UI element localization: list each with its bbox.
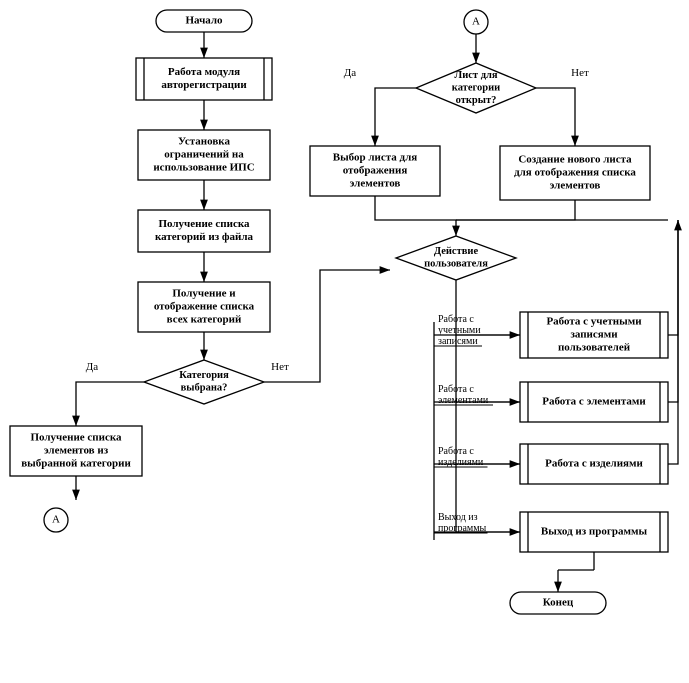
node-auth: Работа модуляавторегистрации bbox=[136, 58, 272, 100]
node-prods: Работа с изделиями bbox=[520, 444, 668, 484]
node-limits: Установкаограничений наиспользование ИПС bbox=[138, 130, 270, 180]
svg-text:Работа модуля: Работа модуля bbox=[168, 66, 240, 78]
node-end: Конец bbox=[510, 592, 606, 614]
svg-text:категории: категории bbox=[452, 82, 500, 93]
svg-text:Выход из: Выход из bbox=[438, 512, 478, 523]
svg-text:Категория: Категория bbox=[179, 370, 229, 381]
svg-text:элементов из: элементов из bbox=[44, 445, 109, 457]
svg-text:выбранной категории: выбранной категории bbox=[21, 458, 131, 470]
svg-text:для отображения списка: для отображения списка bbox=[514, 167, 636, 179]
node-catsel: Категория выбрана? bbox=[144, 360, 264, 404]
svg-text:А: А bbox=[52, 514, 60, 526]
svg-text:Нет: Нет bbox=[571, 67, 589, 79]
svg-text:Работа с учетными: Работа с учетными bbox=[546, 316, 642, 328]
svg-text:Работа с: Работа с bbox=[438, 314, 474, 325]
svg-text:ограничений на: ограничений на bbox=[164, 149, 244, 161]
svg-text:учетными: учетными bbox=[438, 325, 481, 336]
svg-text:Лист для: Лист для bbox=[454, 70, 498, 81]
node-connA2: А bbox=[464, 10, 488, 34]
svg-text:записями: записями bbox=[438, 336, 478, 347]
svg-text:изделиями: изделиями bbox=[438, 457, 484, 468]
svg-text:элементами: элементами bbox=[438, 395, 489, 406]
svg-text:Конец: Конец bbox=[543, 597, 574, 609]
node-useraction: Действие пользователя bbox=[396, 236, 516, 280]
node-getcats: Получение спискакатегорий из файла bbox=[138, 210, 270, 252]
node-start: Начало bbox=[156, 10, 252, 32]
svg-text:пользователя: пользователя bbox=[424, 259, 488, 270]
node-showcats: Получение иотображение спискавсех катего… bbox=[138, 282, 270, 332]
svg-text:Действие: Действие bbox=[434, 246, 479, 257]
svg-text:Получение списка: Получение списка bbox=[158, 218, 250, 230]
node-chooselist: Выбор листа дляотображенияэлементов bbox=[310, 146, 440, 196]
svg-text:авторегистрации: авторегистрации bbox=[161, 79, 247, 91]
node-connA1: А bbox=[44, 508, 68, 532]
svg-text:использование ИПС: использование ИПС bbox=[153, 162, 254, 174]
svg-text:Да: Да bbox=[344, 67, 357, 79]
svg-text:категорий из файла: категорий из файла bbox=[155, 231, 254, 243]
svg-text:Нет: Нет bbox=[271, 361, 289, 373]
svg-text:записями: записями bbox=[570, 329, 618, 341]
svg-text:программы: программы bbox=[438, 523, 487, 534]
nodes: Начало Работа модуляавторегистрации Устано… bbox=[10, 10, 668, 614]
node-exit: Выход из программы bbox=[520, 512, 668, 552]
svg-text:отображения: отображения bbox=[343, 165, 408, 177]
svg-text:Работа с: Работа с bbox=[438, 384, 474, 395]
svg-text:элементов: элементов bbox=[550, 180, 601, 192]
svg-text:Работа с элементами: Работа с элементами bbox=[542, 396, 646, 408]
svg-text:Создание нового листа: Создание нового листа bbox=[518, 154, 632, 166]
svg-text:всех категорий: всех категорий bbox=[167, 314, 242, 326]
svg-text:Установка: Установка bbox=[178, 136, 230, 148]
svg-text:Работа с: Работа с bbox=[438, 446, 474, 457]
svg-text:пользователей: пользователей bbox=[558, 342, 631, 354]
svg-text:Начало: Начало bbox=[185, 15, 223, 27]
svg-text:Работа с изделиями: Работа с изделиями bbox=[545, 458, 643, 470]
node-getelems: Получение спискаэлементов извыбранной ка… bbox=[10, 426, 142, 476]
svg-text:выбрана?: выбрана? bbox=[181, 383, 228, 394]
node-acct: Работа с учетнымизаписямипользователей bbox=[520, 312, 668, 358]
svg-text:открыт?: открыт? bbox=[456, 95, 497, 106]
svg-text:отображение списка: отображение списка bbox=[154, 301, 255, 313]
node-elems: Работа с элементами bbox=[520, 382, 668, 422]
svg-text:Выбор листа для: Выбор листа для bbox=[333, 152, 418, 164]
node-listopen: Лист длякатегории открыт? bbox=[416, 63, 536, 113]
svg-text:элементов: элементов bbox=[350, 178, 401, 190]
svg-text:Выход из программы: Выход из программы bbox=[541, 526, 648, 538]
svg-text:Получение списка: Получение списка bbox=[30, 432, 122, 444]
node-newlist: Создание нового листадля отображения спи… bbox=[500, 146, 650, 200]
svg-text:Получение и: Получение и bbox=[172, 288, 236, 300]
svg-text:А: А bbox=[472, 16, 480, 28]
svg-text:Да: Да bbox=[86, 361, 99, 373]
